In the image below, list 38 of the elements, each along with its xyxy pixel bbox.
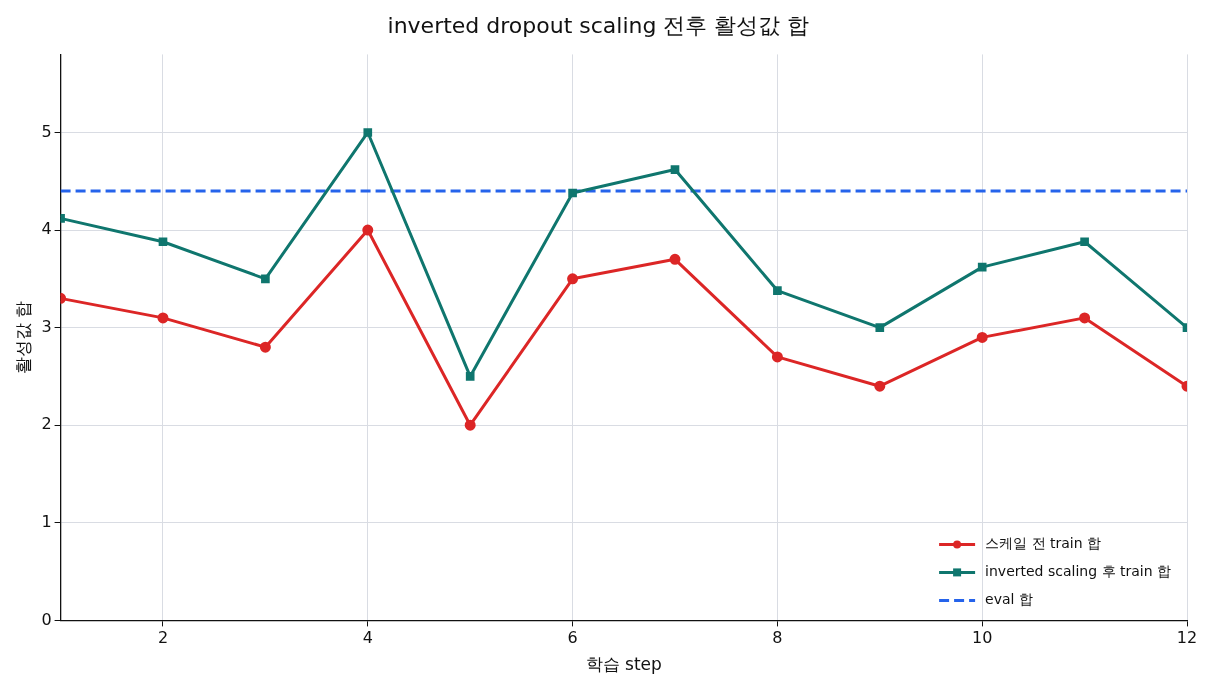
point <box>567 273 579 285</box>
point <box>363 128 373 137</box>
y-tick-label: 0 <box>41 609 52 629</box>
x-tick-label: 6 <box>567 628 578 648</box>
y-tick-label: 5 <box>41 121 52 141</box>
y-tick-label: 3 <box>41 316 52 336</box>
point <box>259 341 271 353</box>
point <box>157 312 169 324</box>
y-axis-title: 활성값 합 <box>12 300 33 375</box>
point <box>568 188 577 198</box>
point <box>771 351 783 363</box>
x-tick-label: 2 <box>157 628 169 648</box>
point <box>773 286 782 295</box>
chart-title: inverted dropout scaling 전후 활성값 합 <box>387 12 810 38</box>
point <box>464 419 476 431</box>
point <box>670 165 680 174</box>
legend-label: eval 합 <box>985 591 1033 608</box>
point <box>1080 237 1089 247</box>
point <box>261 274 270 284</box>
legend-label: 스케일 전 train 합 <box>985 535 1102 552</box>
x-tick-label: 8 <box>772 628 783 648</box>
y-tick-label: 1 <box>41 511 52 531</box>
point <box>977 262 987 272</box>
point <box>875 323 885 332</box>
y-tick-label: 4 <box>41 219 52 239</box>
point <box>362 224 374 236</box>
x-tick-label: 12 <box>1176 628 1198 648</box>
y-tick-label: 2 <box>41 414 52 434</box>
x-tick-label: 4 <box>362 628 373 648</box>
x-tick-label: 10 <box>972 628 993 648</box>
point <box>976 331 988 343</box>
point <box>158 237 168 247</box>
point <box>874 380 886 392</box>
point <box>465 372 475 381</box>
x-axis-title: 학습 step <box>585 654 662 675</box>
legend-label: inverted scaling 후 train 합 <box>985 563 1171 580</box>
point <box>669 253 681 265</box>
point <box>1079 312 1091 324</box>
